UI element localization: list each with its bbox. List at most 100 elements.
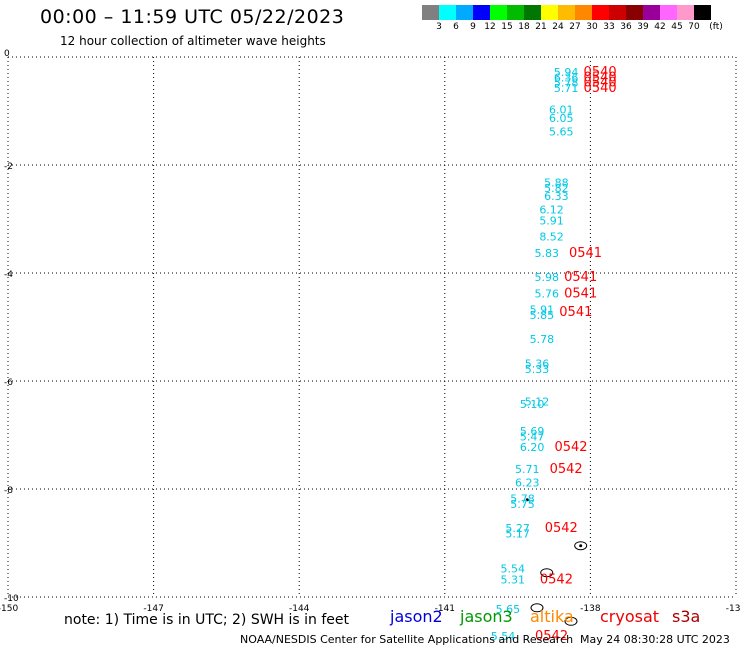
x-tick-label: -141: [435, 604, 455, 614]
swh-label: 5.98: [534, 271, 559, 284]
time-label: 0541: [569, 246, 602, 261]
legend-label: 15: [501, 22, 513, 32]
swh-label: 5.33: [525, 363, 550, 376]
x-tick-label: -135: [726, 604, 740, 614]
legend-swatch: [575, 5, 592, 20]
time-label: 0541: [564, 286, 597, 301]
mission-altika: altika: [530, 607, 574, 626]
time-label: 0540: [584, 81, 617, 96]
time-label: 0540: [584, 65, 617, 80]
swh-label: 5.82: [544, 182, 569, 195]
legend-swatch: [439, 5, 456, 20]
legend-label: 45: [671, 22, 683, 32]
legend-swatch: [694, 5, 711, 20]
credit-text: NOAA/NESDIS Center for Satellite Applica…: [240, 633, 574, 646]
swh-label: 5.47: [520, 430, 545, 443]
swh-label: 6.36: [554, 71, 579, 84]
legend-label: 70: [688, 22, 700, 32]
page-subtitle: 12 hour collection of altimeter wave hei…: [60, 34, 326, 48]
swh-label: 6.33: [544, 190, 569, 203]
time-label: 0540: [584, 70, 617, 85]
swh-label: 8.52: [539, 231, 564, 244]
x-tick-label: -150: [0, 604, 18, 614]
swh-label: 6.20: [520, 441, 545, 454]
swh-label: 5.27: [505, 522, 530, 535]
time-label: 0541: [564, 270, 597, 285]
swh-label: 5.65: [496, 603, 521, 616]
time-label: 0542: [550, 462, 583, 477]
legend-label: 30: [586, 22, 598, 32]
legend-label: 36: [620, 22, 632, 32]
island-dot: [579, 544, 583, 548]
legend-swatch: [558, 5, 575, 20]
legend-label: 42: [654, 22, 666, 32]
color-legend: [422, 5, 711, 20]
swh-label: 5.76: [534, 287, 559, 300]
swh-label: 5.83: [534, 247, 559, 260]
legend-swatch: [507, 5, 524, 20]
swh-label: 5.91: [530, 304, 555, 317]
swh-label: 5.85: [530, 309, 555, 322]
swh-label: 5.94: [554, 66, 579, 79]
swh-label: 6.23: [515, 476, 540, 489]
legend-swatch: [456, 5, 473, 20]
legend-swatch: [473, 5, 490, 20]
legend-swatch: [609, 5, 626, 20]
swh-label: 6.05: [549, 112, 574, 125]
x-tick-label: -144: [289, 604, 310, 614]
swh-label: 5.54: [500, 563, 525, 576]
time-label: 0542: [545, 521, 578, 536]
swh-label: 5.65: [549, 125, 574, 138]
swh-label: 5.17: [505, 528, 530, 541]
y-tick-label: 0: [4, 49, 10, 59]
legend-label: 9: [470, 22, 476, 32]
legend-swatch: [677, 5, 694, 20]
swh-label: 6.12: [539, 204, 564, 217]
legend-label: 18: [518, 22, 530, 32]
swh-label: 6.01: [549, 104, 574, 117]
legend-label: 24: [552, 22, 564, 32]
swh-label: 5.78: [530, 333, 555, 346]
time-label: 0540: [584, 76, 617, 91]
legend-swatch: [626, 5, 643, 20]
timestamp-text: May 24 08:30:28 UTC 2023: [580, 633, 730, 646]
island-outline: [530, 603, 544, 613]
time-label: 0541: [559, 305, 592, 320]
swh-label: 5.69: [520, 425, 545, 438]
swh-label: 5.91: [539, 214, 564, 227]
island-outline: [540, 568, 554, 578]
swh-label: 5.36: [525, 358, 550, 371]
y-tick-label: -4: [4, 270, 13, 280]
legend-swatch: [490, 5, 507, 20]
mission-cryosat: cryosat: [600, 607, 660, 626]
swh-label: 5.54: [491, 630, 516, 643]
time-label: 0542: [554, 440, 587, 455]
y-tick-label: -10: [4, 594, 19, 604]
mission-jason3: jason3: [460, 607, 513, 626]
y-tick-label: -2: [4, 162, 13, 172]
legend-swatch: [524, 5, 541, 20]
swh-label: 5.10: [520, 398, 545, 411]
legend-label: 21: [535, 22, 547, 32]
legend-label: (ft): [709, 22, 723, 32]
mission-s3a: s3a: [672, 607, 701, 626]
swh-label: 5.12: [525, 395, 550, 408]
y-tick-label: -8: [4, 486, 13, 496]
swh-label: 5.78: [554, 77, 579, 90]
swh-label: 5.78: [510, 493, 535, 506]
legend-swatch: [660, 5, 677, 20]
legend-label: 12: [484, 22, 496, 32]
swh-label: 5.71: [515, 463, 540, 476]
time-label: 0542: [535, 629, 568, 644]
island-outline: [574, 541, 588, 551]
legend-label: 3: [436, 22, 442, 32]
swh-label: 5.75: [510, 498, 535, 511]
legend-label: 6: [453, 22, 459, 32]
page-title: 00:00 – 11:59 UTC 05/22/2023: [40, 6, 345, 28]
legend-label: 27: [569, 22, 581, 32]
swh-label: 5.88: [544, 177, 569, 190]
legend-swatch: [592, 5, 609, 20]
x-tick-label: -138: [580, 604, 601, 614]
legend-label: 39: [637, 22, 649, 32]
